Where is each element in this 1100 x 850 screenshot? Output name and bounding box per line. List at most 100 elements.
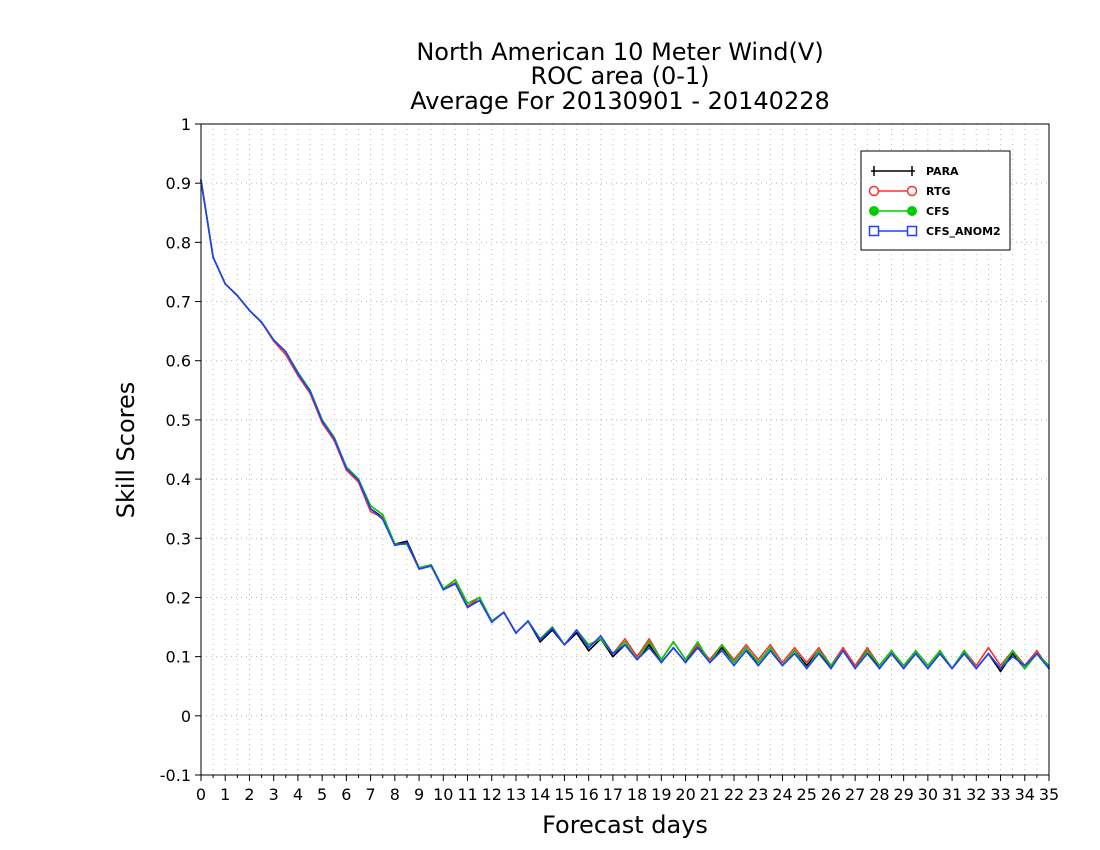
data-point [999,664,1002,667]
data-point [624,640,626,643]
data-point [563,643,566,646]
data-point [575,632,578,634]
data-point [611,655,614,658]
x-tick-label: 12 [482,785,502,804]
plot-frame [200,123,1050,776]
data-point [490,621,493,624]
data-point [793,646,796,649]
data-point [793,652,796,655]
data-point [769,643,772,646]
legend-open-square-marker [906,225,918,237]
grid-lines [201,124,1049,775]
data-point [1023,664,1026,667]
data-series [200,179,1050,673]
y-tick-label: -0.1 [160,766,191,785]
data-point [248,309,251,312]
data-point [599,635,602,637]
data-point [672,640,675,643]
data-point [297,372,299,375]
x-tick-label: 14 [530,785,550,804]
x-tick-label: 2 [244,785,254,804]
legend-filled-circle-marker [907,206,917,216]
data-point [575,629,578,631]
data-point [914,649,917,652]
data-point [369,507,372,510]
data-point [478,596,481,599]
data-point [381,513,384,516]
legend-open-circle-marker [906,185,918,197]
y-tick-label: 0.2 [166,588,191,607]
x-tick-label: 18 [627,785,647,804]
data-point [418,568,420,570]
data-point [1023,667,1026,670]
data-point [914,652,917,655]
x-axis-ticks: 0 1 2 3 4 5 6 7 8 9 10 11 12 13 14 15 16 17 18 19 20 21 22 23 24… [196,775,1059,804]
data-point [890,649,893,652]
legend-filled-circle-marker [869,206,879,216]
data-point [793,649,796,652]
data-point [406,540,408,543]
data-point [866,649,869,652]
data-point [781,664,784,667]
x-tick-label: 6 [341,785,351,804]
data-point [321,420,324,422]
x-tick-label: 15 [554,785,574,804]
data-point [624,637,626,640]
data-point [648,643,651,646]
data-point [939,649,941,652]
y-tick-label: 0.3 [166,529,191,548]
legend-item-cfs-anom2: CFS_ANOM2 [868,225,1001,238]
x-tick-label: 31 [942,785,962,804]
data-point [902,664,905,667]
x-tick-label: 28 [869,785,889,804]
data-point [587,643,590,646]
legend-label: CFS_ANOM2 [926,225,1001,238]
data-point [1035,649,1038,652]
data-point [987,646,990,649]
x-tick-label: 30 [918,785,938,804]
chart-title-line-2: ROC area (0-1) [530,62,709,90]
chart-title-line-1: North American 10 Meter Wind(V) [416,38,823,66]
x-tick-label: 4 [293,785,303,804]
data-point [527,620,529,623]
legend: PARA RTG CFS CFS_ANOM2 [860,150,1011,251]
data-point [721,649,723,652]
x-tick-label: 11 [457,785,477,804]
data-point [963,649,966,652]
x-tick-label: 21 [700,785,720,804]
x-tick-label: 34 [1015,785,1035,804]
data-point [284,353,287,356]
data-point [939,652,941,655]
data-point [975,664,978,667]
data-point [454,582,457,585]
data-point [539,640,542,643]
x-tick-label: 23 [748,785,768,804]
x-axis-title: Forecast days [542,811,708,839]
x-tick-label: 3 [269,785,279,804]
data-point [260,321,263,324]
data-point [999,667,1002,670]
legend-open-circle-marker [868,185,880,197]
data-point [696,646,699,649]
x-tick-label: 5 [317,785,327,804]
y-tick-label: 0.7 [166,293,191,312]
data-point [830,667,832,670]
data-point [272,339,275,341]
x-tick-label: 8 [390,785,400,804]
x-tick-label: 10 [433,785,453,804]
data-point [757,664,760,667]
data-point [987,652,990,655]
data-point [757,661,760,664]
data-point [442,588,445,591]
x-tick-label: 33 [990,785,1010,804]
x-tick-label: 32 [966,785,986,804]
series-cfs-anom2 [200,179,1050,670]
y-axis-ticks: -0.1 0 0.1 0.2 0.3 0.4 0.5 0.6 0.7 0.8 0.9 1 [160,115,201,785]
data-point [648,646,651,649]
data-point [369,510,372,513]
data-point [236,294,239,297]
data-point [733,661,735,664]
x-tick-label: 19 [651,785,671,804]
data-point [805,667,808,670]
data-point [684,661,687,664]
